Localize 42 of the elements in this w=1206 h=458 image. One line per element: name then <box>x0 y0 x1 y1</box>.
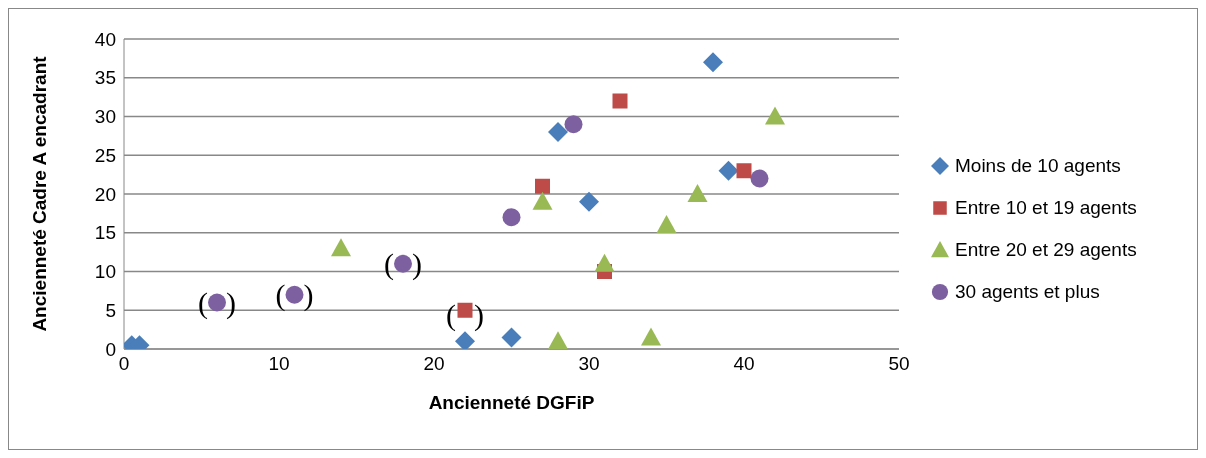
y-tick-label: 0 <box>105 338 116 360</box>
x-tick-label: 50 <box>888 353 910 375</box>
legend-label: Entre 20 et 29 agents <box>955 239 1137 261</box>
point <box>736 163 752 179</box>
point <box>548 331 568 349</box>
point <box>765 106 785 125</box>
point <box>641 327 661 346</box>
point <box>594 253 615 272</box>
point <box>532 191 553 210</box>
y-tick-label: 20 <box>94 183 116 205</box>
x-tick-label: 20 <box>423 353 445 375</box>
legend-label: Entre 10 et 19 agents <box>955 197 1137 219</box>
annotation: () <box>198 286 254 320</box>
y-tick-label: 15 <box>94 222 116 244</box>
annotation: () <box>446 297 502 332</box>
point <box>687 184 708 202</box>
x-tick-label: 10 <box>268 353 290 375</box>
point <box>564 115 583 134</box>
y-tick-label: 40 <box>94 28 116 50</box>
point <box>455 331 475 349</box>
point <box>579 191 599 212</box>
x-tick-label: 40 <box>733 353 755 375</box>
x-tick-label: 30 <box>578 353 600 375</box>
y-axis-title: Ancienneté Cadre A encadrant <box>28 55 50 332</box>
y-tick-label: 25 <box>94 144 116 166</box>
y-tick-label: 5 <box>105 299 116 321</box>
x-axis-title: Ancienneté DGFiP <box>428 392 595 413</box>
point <box>750 169 769 188</box>
y-tick-label: 30 <box>94 106 116 128</box>
point <box>656 215 677 233</box>
y-tick-label: 10 <box>94 261 116 283</box>
point <box>718 160 739 181</box>
point <box>548 122 568 142</box>
y-tick-label: 35 <box>94 67 116 89</box>
point <box>612 93 628 109</box>
point <box>703 52 723 73</box>
legend-label: Moins de 10 agents <box>955 155 1121 177</box>
point <box>501 327 522 348</box>
legend-label: 30 agents et plus <box>955 281 1100 303</box>
point <box>331 238 351 257</box>
point <box>502 208 521 227</box>
point <box>535 178 550 194</box>
